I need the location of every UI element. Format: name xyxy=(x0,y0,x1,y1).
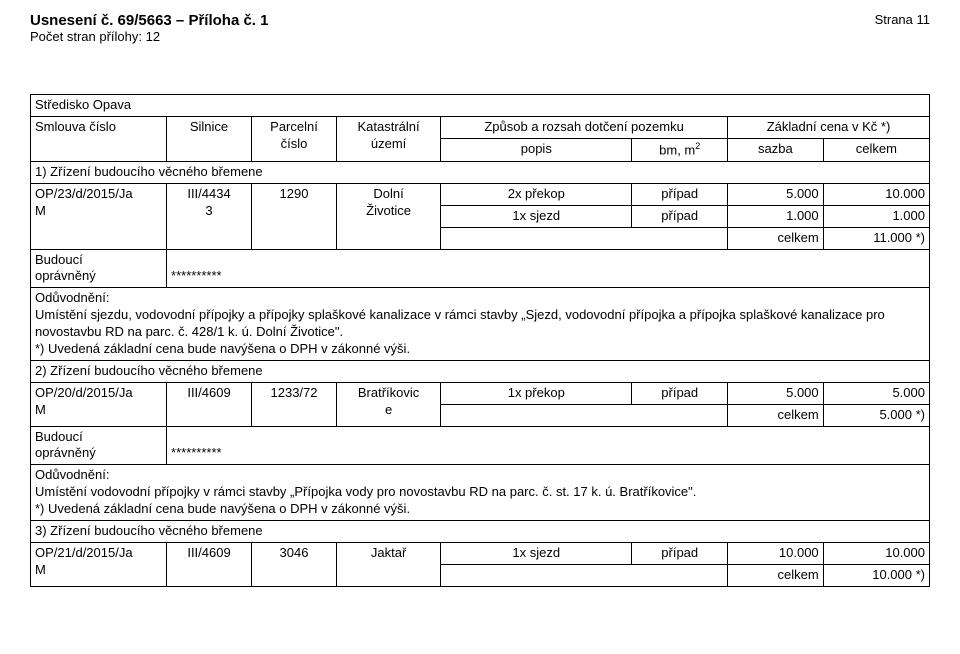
th-silnice: Silnice xyxy=(167,116,252,161)
header-left: Usnesení č. 69/5663 – Příloha č. 1 Počet… xyxy=(30,12,268,44)
th-celkem: celkem xyxy=(823,138,929,161)
s1-smlouva: OP/23/d/2015/Ja M xyxy=(31,183,167,249)
s2-bud-l1: Budoucí xyxy=(35,429,83,444)
s2-kat-l1: Bratříkovic xyxy=(358,385,419,400)
s2-oduv-label: Odůvodnění: xyxy=(35,467,109,482)
s1-title: 1) Zřízení budoucího věcného břemene xyxy=(31,162,930,184)
s1-kat-l2: Životice xyxy=(366,203,411,218)
s1-oduv-row: Odůvodnění: Umístění sjezdu, vodovodní p… xyxy=(31,288,930,361)
section-label-row: Středisko Opava xyxy=(31,95,930,117)
s2-oduv-text2: *) Uvedená základní cena bude navýšena o… xyxy=(35,501,410,516)
s3-data-row-1: OP/21/d/2015/JaM III/4609 3046 Jaktař 1x… xyxy=(31,542,930,564)
s1-silnice: III/4434 3 xyxy=(167,183,252,249)
th-popis: popis xyxy=(441,138,632,161)
s2-sum-val: 5.000 *) xyxy=(823,404,929,426)
s1-budouci-row: Budoucíoprávněný ********** xyxy=(31,249,930,288)
table-header-row-1: Smlouva číslo Silnice Parcelní číslo Kat… xyxy=(31,116,930,138)
s1-dot1-bm: případ xyxy=(632,183,728,205)
s1-katastralni: Dolní Životice xyxy=(337,183,441,249)
s2-budouci-value: ********** xyxy=(167,426,930,465)
s2-dot1-sazba: 5.000 xyxy=(728,382,824,404)
s1-dot1-sazba: 5.000 xyxy=(728,183,824,205)
s2-title-row: 2) Zřízení budoucího věcného břemene xyxy=(31,360,930,382)
s3-dot1-sazba: 10.000 xyxy=(728,542,824,564)
th-katastralni: Katastrální území xyxy=(337,116,441,161)
s1-oduv-cell: Odůvodnění: Umístění sjezdu, vodovodní p… xyxy=(31,288,930,361)
th-bm-sup: 2 xyxy=(695,141,700,151)
s2-oduv-row: Odůvodnění: Umístění vodovodní přípojky … xyxy=(31,465,930,521)
th-cena: Základní cena v Kč *) xyxy=(728,116,930,138)
s1-dot1-popis: 2x překop xyxy=(441,183,632,205)
s2-parcelni: 1233/72 xyxy=(252,382,337,426)
s2-dot1-bm: případ xyxy=(632,382,728,404)
s3-sum-val: 10.000 *) xyxy=(823,564,929,586)
s1-data-row-1: OP/23/d/2015/JaM III/44343 1290 DolníŽiv… xyxy=(31,183,930,205)
s3-smlouva-l2: M xyxy=(35,562,46,577)
s3-katastralni: Jaktař xyxy=(337,542,441,586)
th-bm: bm, m2 xyxy=(632,138,728,161)
s3-title: 3) Zřízení budoucího věcného břemene xyxy=(31,521,930,543)
s3-smlouva: OP/21/d/2015/Ja M xyxy=(31,542,167,586)
s3-title-row: 3) Zřízení budoucího věcného břemene xyxy=(31,521,930,543)
th-sazba: sazba xyxy=(728,138,824,161)
page-header: Usnesení č. 69/5663 – Příloha č. 1 Počet… xyxy=(30,12,930,44)
s3-sum-empty xyxy=(441,564,728,586)
s3-smlouva-l1: OP/21/d/2015/Ja xyxy=(35,545,133,560)
s2-oduv-text1: Umístění vodovodní přípojky v rámci stav… xyxy=(35,484,696,499)
s1-oduv-text1: Umístění sjezdu, vodovodní přípojky a př… xyxy=(35,307,885,339)
main-data-table: Středisko Opava Smlouva číslo Silnice Pa… xyxy=(30,94,930,587)
s2-sum-empty xyxy=(441,404,728,426)
s1-smlouva-l2: M xyxy=(35,203,46,218)
s2-kat-l2: e xyxy=(385,402,392,417)
th-zpusob: Způsob a rozsah dotčení pozemku xyxy=(441,116,728,138)
s1-dot2-sazba: 1.000 xyxy=(728,205,824,227)
s2-katastralni: Bratříkovic e xyxy=(337,382,441,426)
s1-parcelni: 1290 xyxy=(252,183,337,249)
s1-silnice-l1: III/4434 xyxy=(187,186,230,201)
document-title: Usnesení č. 69/5663 – Příloha č. 1 xyxy=(30,12,268,29)
s1-oduv-text2: *) Uvedená základní cena bude navýšena o… xyxy=(35,341,410,356)
s1-kat-l1: Dolní xyxy=(373,186,403,201)
s2-silnice: III/4609 xyxy=(167,382,252,426)
s2-data-row-1: OP/20/d/2015/JaM III/4609 1233/72 Bratří… xyxy=(31,382,930,404)
th-bm-text: bm, m xyxy=(659,142,695,157)
s1-sum-label: celkem xyxy=(728,227,824,249)
document-subtitle: Počet stran přílohy: 12 xyxy=(30,29,268,44)
s3-silnice: III/4609 xyxy=(167,542,252,586)
s1-budouci-label: Budoucíoprávněný xyxy=(31,249,167,288)
s1-smlouva-l1: OP/23/d/2015/Ja xyxy=(35,186,133,201)
page-number: Strana 11 xyxy=(875,12,930,27)
s3-sum-label: celkem xyxy=(728,564,824,586)
s2-dot1-popis: 1x překop xyxy=(441,382,632,404)
s1-dot2-celkem: 1.000 xyxy=(823,205,929,227)
s2-smlouva: OP/20/d/2015/Ja M xyxy=(31,382,167,426)
th-smlouva: Smlouva číslo xyxy=(31,116,167,161)
s2-budouci-row: Budoucíoprávněný ********** xyxy=(31,426,930,465)
s2-oduv-cell: Odůvodnění: Umístění vodovodní přípojky … xyxy=(31,465,930,521)
s1-budouci-value: ********** xyxy=(167,249,930,288)
s1-dot2-popis: 1x sjezd xyxy=(441,205,632,227)
s2-sum-label: celkem xyxy=(728,404,824,426)
s1-title-row: 1) Zřízení budoucího věcného břemene xyxy=(31,162,930,184)
s2-title: 2) Zřízení budoucího věcného břemene xyxy=(31,360,930,382)
s1-bud-l2: oprávněný xyxy=(35,268,96,283)
s1-dot1-celkem: 10.000 xyxy=(823,183,929,205)
s3-parcelni: 3046 xyxy=(252,542,337,586)
s1-bud-l1: Budoucí xyxy=(35,252,83,267)
s3-dot1-popis: 1x sjezd xyxy=(441,542,632,564)
s1-silnice-l2: 3 xyxy=(205,203,212,218)
s2-budouci-label: Budoucíoprávněný xyxy=(31,426,167,465)
s2-bud-l2: oprávněný xyxy=(35,445,96,460)
s3-dot1-celkem: 10.000 xyxy=(823,542,929,564)
s2-smlouva-l1: OP/20/d/2015/Ja xyxy=(35,385,133,400)
s1-sum-empty xyxy=(441,227,728,249)
s3-dot1-bm: případ xyxy=(632,542,728,564)
s1-oduv-label: Odůvodnění: xyxy=(35,290,109,305)
th-parcelni: Parcelní číslo xyxy=(252,116,337,161)
s2-dot1-celkem: 5.000 xyxy=(823,382,929,404)
s2-smlouva-l2: M xyxy=(35,402,46,417)
s1-dot2-bm: případ xyxy=(632,205,728,227)
section-label: Středisko Opava xyxy=(31,95,930,117)
s1-sum-val: 11.000 *) xyxy=(823,227,929,249)
